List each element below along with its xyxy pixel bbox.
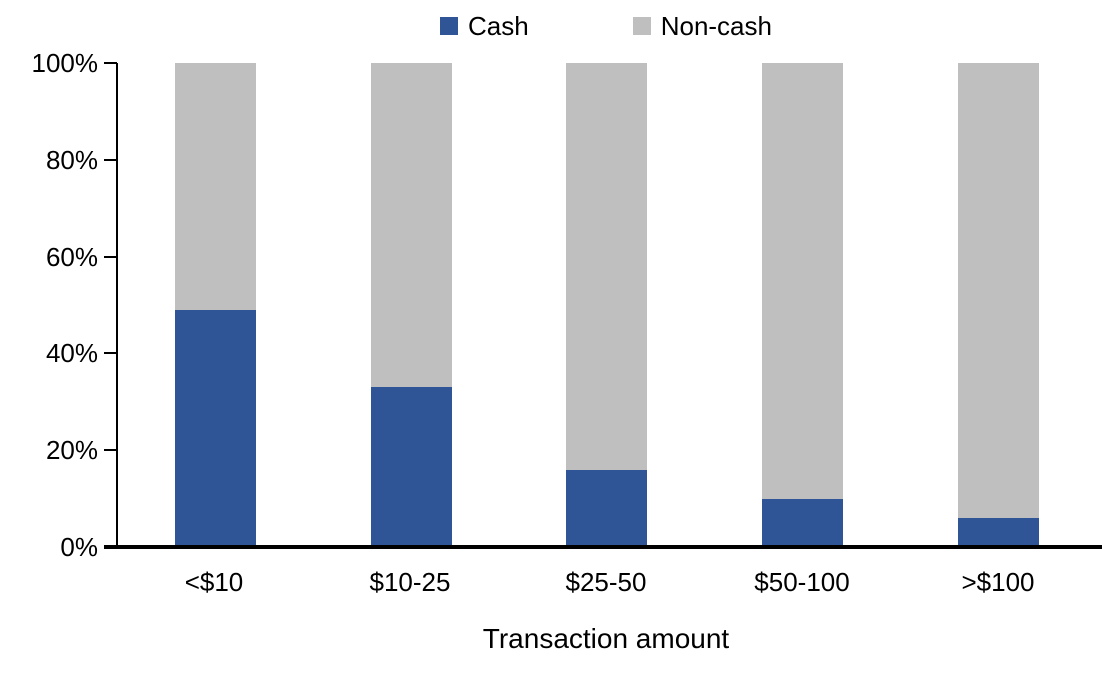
bar-segment-cash-4 [957, 517, 1039, 547]
legend-item-non-cash: Non-cash [632, 11, 772, 41]
x-axis-title: Transaction amount [482, 623, 730, 654]
y-axis-label-80: 80% [45, 144, 98, 175]
x-axis-line [104, 545, 1102, 549]
y-axis-label-60: 60% [45, 241, 98, 272]
bar-segment-non-cash-2 [566, 63, 648, 470]
bar-segment-cash-1 [370, 387, 452, 547]
legend-label-cash: Cash [468, 11, 529, 41]
y-axis-label-0: 0% [60, 532, 98, 562]
bar-segment-non-cash-0 [175, 63, 257, 310]
legend-item-cash: Cash [440, 13, 529, 39]
y-axis-tick-40 [104, 352, 117, 355]
bar-segment-non-cash-3 [762, 63, 844, 499]
x-axis-label-0: <$10 [184, 567, 244, 597]
y-axis-label-100: 100% [31, 48, 99, 78]
y-axis-label-20: 20% [45, 435, 98, 466]
y-axis-tick-100 [104, 62, 117, 64]
bar-segment-non-cash-4 [957, 63, 1039, 518]
chart-legend: Cash Non-cash [116, 8, 1096, 44]
x-axis-labels: <$10 $10-25 $25-50 $50-100 >$100 [116, 566, 1096, 598]
bar-segment-cash-2 [566, 469, 648, 547]
bars-row [118, 63, 1096, 547]
cash-swatch-icon [440, 17, 458, 35]
bar-segment-non-cash-1 [370, 63, 452, 388]
non-cash-swatch-icon [632, 17, 651, 35]
legend-label-non-cash: Non-cash [660, 11, 772, 41]
bar-segment-cash-3 [762, 498, 844, 547]
y-axis-label-40: 40% [45, 338, 98, 369]
y-axis-tick-20 [104, 449, 117, 452]
x-axis-label-1: $10-25 [369, 567, 451, 597]
y-axis-tick-60 [104, 255, 117, 258]
y-axis-tick-80 [104, 158, 117, 161]
bar-column-2 [566, 63, 648, 547]
bar-column-0 [175, 63, 257, 547]
bar-column-4 [957, 63, 1039, 547]
bar-column-1 [370, 63, 452, 547]
x-axis-label-2: $25-50 [565, 567, 647, 597]
bar-column-3 [762, 63, 844, 547]
plot-area [116, 63, 1096, 547]
x-axis-label-4: >$100 [961, 567, 1035, 597]
x-axis-label-3: $50-100 [754, 567, 850, 597]
bar-segment-cash-0 [175, 309, 257, 547]
